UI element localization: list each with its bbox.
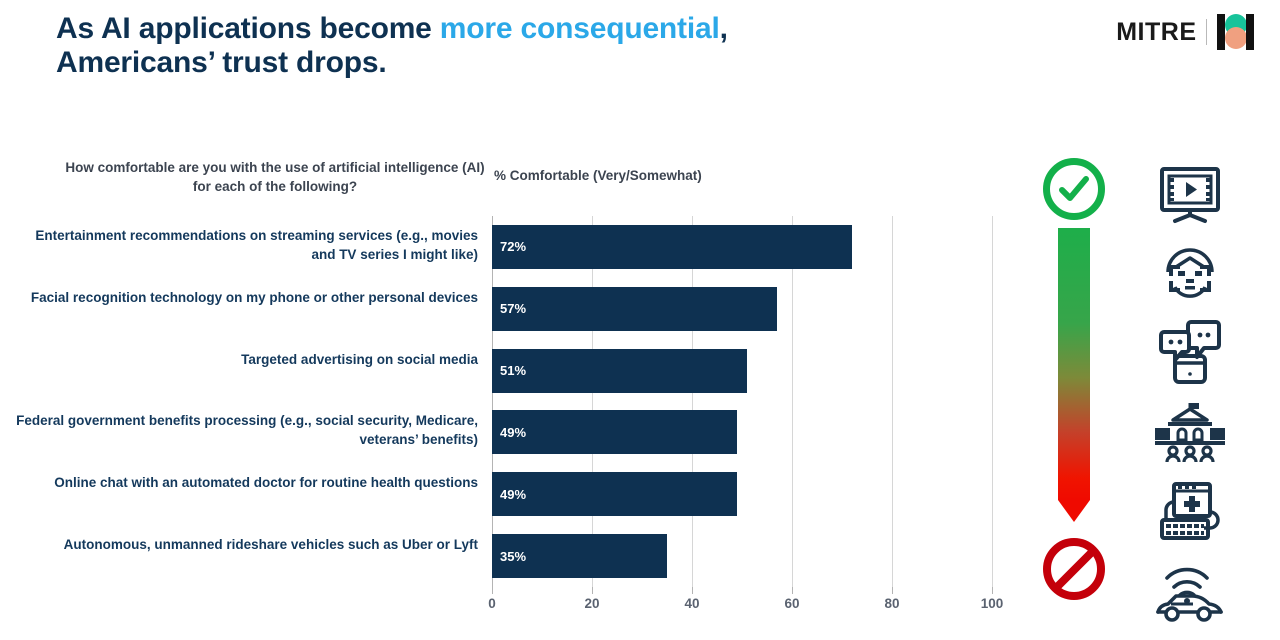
mitre-logo: MITRE [1116, 12, 1256, 52]
title-text-post: , [719, 12, 728, 45]
logo-circle-salmon [1225, 27, 1247, 49]
bar-value-label: 49% [500, 486, 527, 502]
gridline [892, 216, 893, 587]
gridline [492, 216, 493, 587]
trust-gradient-scale [1028, 158, 1120, 626]
gridline [692, 216, 693, 587]
bar: 57% [492, 286, 777, 331]
tv-streaming-icon [1144, 160, 1236, 232]
x-axis-tick-label: 100 [980, 596, 1004, 611]
x-axis-tick-label: 80 [884, 596, 900, 611]
x-axis-tick [792, 587, 793, 594]
x-axis-tick [992, 587, 993, 594]
category-label-column: Entertainment recommendations on streami… [0, 216, 486, 587]
category-label: Targeted advertising on social media [241, 351, 478, 367]
gridline [592, 216, 593, 587]
chart-question: How comfortable are you with the use of … [65, 160, 485, 194]
mitre-logo-mark-icon [1216, 14, 1256, 50]
page-title: As AI applications become more consequen… [56, 12, 1056, 80]
x-axis-tick-label: 40 [684, 596, 700, 611]
x-axis-tick-label: 60 [784, 596, 800, 611]
bar-value-label: 72% [500, 239, 527, 255]
government-building-people-icon [1144, 395, 1236, 467]
title-line-1: As AI applications become more consequen… [56, 12, 1056, 46]
x-axis-tick [892, 587, 893, 594]
bar-value-label: 49% [500, 424, 527, 440]
bar-value-label: 51% [500, 363, 527, 379]
bar: 72% [492, 224, 852, 269]
bar: 49% [492, 410, 737, 455]
prohibition-icon [1043, 538, 1105, 600]
gridline [992, 216, 993, 587]
x-axis-tick [492, 587, 493, 594]
face-recognition-icon [1144, 236, 1236, 308]
gradient-down-arrow-shaft [1058, 228, 1090, 500]
chat-on-phone-icon [1144, 315, 1236, 387]
bar: 49% [492, 472, 737, 517]
bar-value-label: 35% [500, 548, 527, 564]
mitre-wordmark: MITRE [1116, 17, 1197, 46]
plot-area: 0 20 40 60 80 100 72% 57% 51% 49% 49% 35% [488, 216, 1003, 611]
title-text-accent: more consequential [439, 12, 720, 45]
check-mark-icon [1059, 176, 1089, 201]
chart-series-title: % Comfortable (Very/Somewhat) [494, 168, 702, 183]
x-axis-tick [692, 587, 693, 594]
logo-bar-right [1246, 14, 1254, 50]
category-label: Entertainment recommendations on streami… [35, 227, 478, 262]
x-axis-tick [592, 587, 593, 594]
bar: 51% [492, 348, 747, 393]
title-line-2: Americans’ trust drops. [56, 46, 387, 79]
category-label: Autonomous, unmanned rideshare vehicles … [63, 537, 478, 553]
icon-column [1140, 160, 1250, 630]
title-text-pre: As AI applications become [56, 12, 440, 45]
category-label: Facial recognition technology on my phon… [30, 289, 478, 305]
bar: 35% [492, 534, 667, 579]
gridline [792, 216, 793, 587]
gradient-down-arrow-head [1058, 500, 1090, 522]
medical-computer-icon [1144, 475, 1236, 547]
logo-bar-left [1217, 14, 1225, 50]
autonomous-car-wifi-icon [1144, 555, 1236, 627]
bar-value-label: 57% [500, 301, 527, 317]
bar-chart: How comfortable are you with the use of … [0, 150, 1030, 630]
category-label: Federal government benefits processing (… [16, 413, 478, 448]
x-axis-tick-label: 20 [584, 596, 600, 611]
category-label: Online chat with an automated doctor for… [54, 475, 478, 491]
logo-divider [1205, 19, 1207, 45]
x-axis-tick-label: 0 [488, 596, 496, 611]
